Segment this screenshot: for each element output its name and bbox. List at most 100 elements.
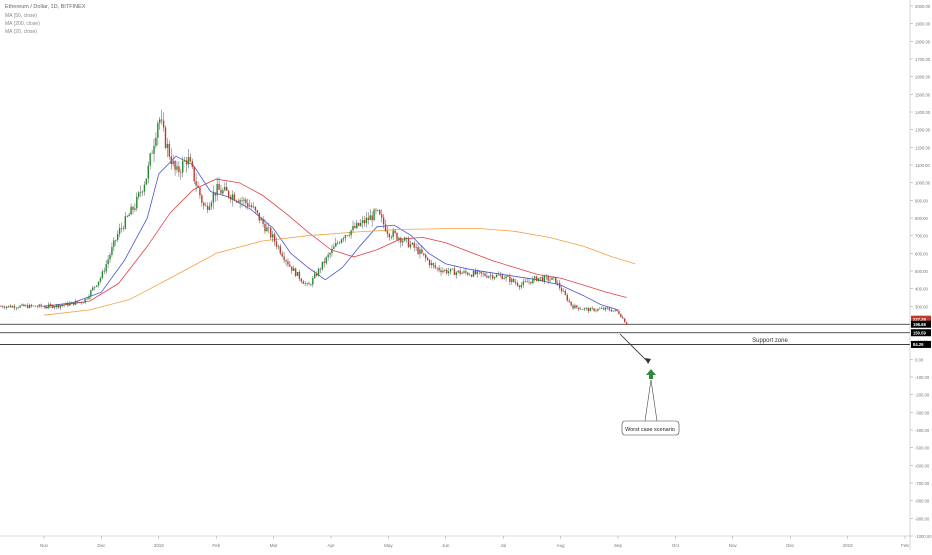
y-tick-label: -1000.00 bbox=[915, 534, 932, 539]
candle-body bbox=[373, 209, 375, 221]
candle-body bbox=[94, 286, 96, 288]
candle-body bbox=[495, 274, 498, 278]
candle-body bbox=[42, 306, 44, 307]
candle-body bbox=[421, 249, 423, 254]
candle-body bbox=[226, 186, 228, 191]
candle-body bbox=[57, 304, 60, 308]
trend-arrow-line bbox=[619, 333, 649, 363]
candle-body bbox=[95, 285, 98, 287]
candle-body bbox=[111, 247, 113, 255]
support-zone-label: Support zone bbox=[752, 338, 788, 344]
candle-body bbox=[84, 299, 86, 303]
candle-body bbox=[359, 223, 362, 226]
candle-body bbox=[344, 235, 347, 239]
candle-body bbox=[231, 194, 234, 200]
candle-body bbox=[338, 242, 341, 244]
candle-body bbox=[222, 190, 224, 194]
y-tick-label: -300.00 bbox=[915, 410, 930, 415]
candle-body bbox=[467, 272, 469, 275]
candle-body bbox=[2, 306, 4, 308]
candle-body bbox=[296, 271, 299, 276]
candle-body bbox=[381, 214, 383, 218]
legend-ma-50: MA (50, close) bbox=[5, 13, 37, 19]
candle-body bbox=[602, 308, 605, 310]
candle-body bbox=[336, 242, 339, 244]
candle-body bbox=[614, 309, 616, 311]
candle-body bbox=[526, 281, 528, 283]
candle-body bbox=[206, 205, 209, 210]
candle-body bbox=[560, 287, 563, 292]
candle-body bbox=[455, 272, 458, 275]
candle-body bbox=[606, 307, 609, 309]
y-tick-label: 1000.00 bbox=[915, 181, 931, 186]
candle-body bbox=[419, 249, 421, 254]
candle-body bbox=[579, 309, 582, 310]
candle-body bbox=[80, 302, 83, 303]
y-tick-label: -500.00 bbox=[915, 446, 930, 451]
candle-body bbox=[470, 274, 473, 277]
y-tick-label: 1400.00 bbox=[915, 110, 931, 115]
candle-body bbox=[457, 270, 459, 273]
candle-body bbox=[247, 203, 249, 207]
candle-body bbox=[407, 238, 410, 248]
price-badge bbox=[911, 315, 931, 323]
price-badge-label: 198.68 bbox=[913, 322, 926, 327]
x-axis: Nov Dec 2018 Feb Mar Apr May Jun Jul Aug Sep Oct Nov… bbox=[0, 535, 910, 548]
candle-body bbox=[516, 283, 519, 286]
candle-body bbox=[155, 137, 157, 146]
candle-body bbox=[38, 304, 40, 307]
candle-body bbox=[287, 261, 289, 265]
candle-body bbox=[562, 291, 565, 292]
callout-box bbox=[621, 420, 680, 436]
candle-body bbox=[283, 256, 285, 261]
candle-body bbox=[405, 237, 408, 239]
candle-body bbox=[174, 160, 176, 170]
candle-body bbox=[120, 227, 123, 229]
candle-body bbox=[601, 308, 603, 309]
candle-body bbox=[130, 206, 132, 215]
candle-body bbox=[122, 227, 125, 229]
candle-body bbox=[134, 208, 136, 210]
x-tick-label: Jun bbox=[442, 543, 450, 548]
candle-body bbox=[275, 241, 278, 247]
candle-body bbox=[415, 247, 417, 248]
x-tick-label: Apr bbox=[327, 543, 335, 548]
candle-body bbox=[507, 276, 509, 277]
candle-body bbox=[97, 281, 100, 286]
candle-body bbox=[107, 259, 109, 265]
candle-body bbox=[168, 143, 171, 157]
candle-body bbox=[325, 257, 327, 264]
candle-body bbox=[317, 268, 320, 276]
y-tick-label: 300.00 bbox=[915, 304, 928, 309]
candle-body bbox=[583, 308, 586, 310]
candle-body bbox=[199, 187, 201, 196]
y-tick-label: 800.00 bbox=[915, 216, 928, 221]
candle-body bbox=[541, 277, 544, 282]
candle-body bbox=[425, 254, 427, 259]
candle-body bbox=[82, 302, 84, 304]
candle-body bbox=[239, 200, 241, 203]
candle-body bbox=[411, 242, 414, 245]
candle-body bbox=[7, 305, 10, 307]
price-badge-label: 150.59 bbox=[913, 331, 926, 336]
candle-body bbox=[491, 275, 494, 279]
x-tick-label: Jul bbox=[500, 543, 506, 548]
candle-body bbox=[193, 166, 195, 182]
candle-body bbox=[574, 305, 576, 309]
candle-body bbox=[176, 166, 178, 170]
price-badge-label: 84.29 bbox=[913, 342, 924, 347]
candle-body bbox=[138, 192, 140, 197]
candle-body bbox=[51, 305, 54, 308]
candle-body bbox=[28, 304, 31, 308]
candle-body bbox=[74, 301, 77, 305]
y-tick-label: -700.00 bbox=[915, 481, 930, 486]
candle-body bbox=[273, 234, 276, 242]
candle-body bbox=[270, 227, 272, 238]
candle-body bbox=[277, 246, 280, 247]
candle-body bbox=[157, 123, 159, 138]
x-tick-label: Dec bbox=[97, 543, 106, 548]
candle-body bbox=[99, 278, 102, 282]
